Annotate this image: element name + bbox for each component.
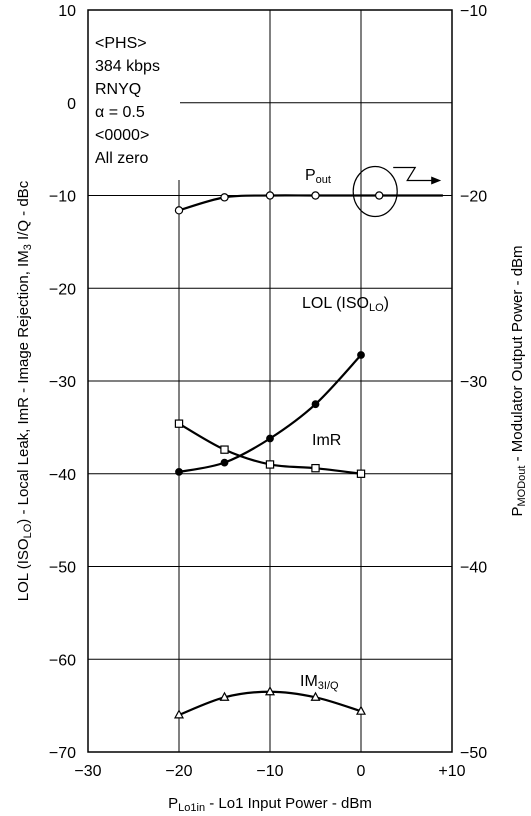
x-tick-label: +10	[438, 763, 465, 780]
pointer-arrow	[393, 166, 436, 182]
condition-line: <PHS>	[95, 35, 147, 52]
data-point	[311, 191, 320, 200]
y2-tick-label: −40	[460, 560, 487, 577]
data-point	[355, 705, 367, 715]
series-label-text: ImR	[312, 432, 341, 449]
data-point	[356, 469, 366, 478]
series-label: LOL (ISOLO)	[302, 295, 389, 314]
x-tick-label: −10	[256, 763, 283, 780]
data-point	[264, 686, 276, 696]
data-point	[220, 458, 229, 467]
data-point	[311, 400, 320, 409]
y2-tick-label: −10	[460, 3, 487, 20]
y-tick-label: 0	[67, 96, 76, 113]
data-point	[174, 419, 184, 428]
pointer-ellipse	[352, 165, 398, 218]
data-point	[357, 351, 365, 359]
plot-frame	[87, 9, 453, 753]
series-label-text: P	[305, 167, 316, 184]
y2-tick-label: −30	[460, 374, 487, 391]
y-tick-label: −60	[49, 652, 76, 669]
y-tick-label: 10	[58, 3, 76, 20]
x-tick-label: 0	[357, 763, 366, 780]
series-label-sub: out	[316, 174, 331, 186]
data-point	[375, 191, 384, 200]
series-label: IM3I/Q	[300, 673, 339, 692]
series-line	[178, 194, 443, 212]
y-tick-label: −10	[49, 189, 76, 206]
y-axis-label: LOL (ISOLO) - Local Leak, ImR - Image Re…	[15, 180, 34, 601]
data-point	[311, 463, 320, 473]
condition-line: RNYQ	[95, 81, 141, 98]
data-point	[174, 206, 184, 215]
y-tick-label: −70	[49, 745, 76, 762]
condition-line: 384 kbps	[95, 58, 160, 75]
x-tick-label: −30	[74, 763, 101, 780]
series-label-text: )	[384, 295, 389, 312]
series-label: ImR	[312, 432, 341, 449]
x-axis-label: PLo1in - Lo1 Input Power - dBm	[168, 795, 372, 814]
y-tick-label: −40	[49, 467, 76, 484]
series-group: Pout LOL (ISOLO) ImR IM3I/Q	[173, 167, 443, 719]
series-label-text: IM	[300, 673, 318, 690]
data-point	[310, 691, 321, 701]
pointer-arrowhead	[431, 176, 442, 185]
series-label-sub: 3I/Q	[318, 680, 339, 692]
data-point	[219, 691, 230, 701]
series-label: Pout	[305, 167, 331, 186]
y2-tick-label: −20	[460, 189, 487, 206]
series-label-text: LOL (ISO	[302, 295, 369, 312]
data-point	[265, 191, 275, 200]
y-tick-label: −50	[49, 560, 76, 577]
y2-tick-label: −50	[460, 745, 487, 762]
x-tick-label: −20	[165, 763, 192, 780]
series-label-sub: LO	[369, 302, 384, 314]
condition-line: α = 0.5	[95, 104, 145, 121]
data-point	[175, 467, 183, 476]
y-tick-label: −20	[49, 281, 76, 298]
data-point	[220, 445, 229, 454]
data-point	[266, 434, 274, 443]
data-point	[173, 709, 185, 719]
y2-axis-label: PMODout - Modulator Output Power - dBm	[509, 245, 528, 516]
axis-ticks: −30 −20 −10 0 +10 10 0 −10 −20 −30 −40 −50 −60 −70 −10…	[49, 3, 487, 780]
pout-annotation	[352, 165, 442, 218]
grid	[88, 10, 452, 752]
condition-line: <0000>	[95, 127, 149, 144]
data-point	[220, 193, 229, 202]
data-point	[265, 460, 275, 469]
conditions-box: <PHS> 384 kbps RNYQ α = 0.5 <0000> All zero	[95, 35, 160, 167]
y-tick-label: −30	[49, 374, 76, 391]
condition-line: All zero	[95, 150, 148, 167]
